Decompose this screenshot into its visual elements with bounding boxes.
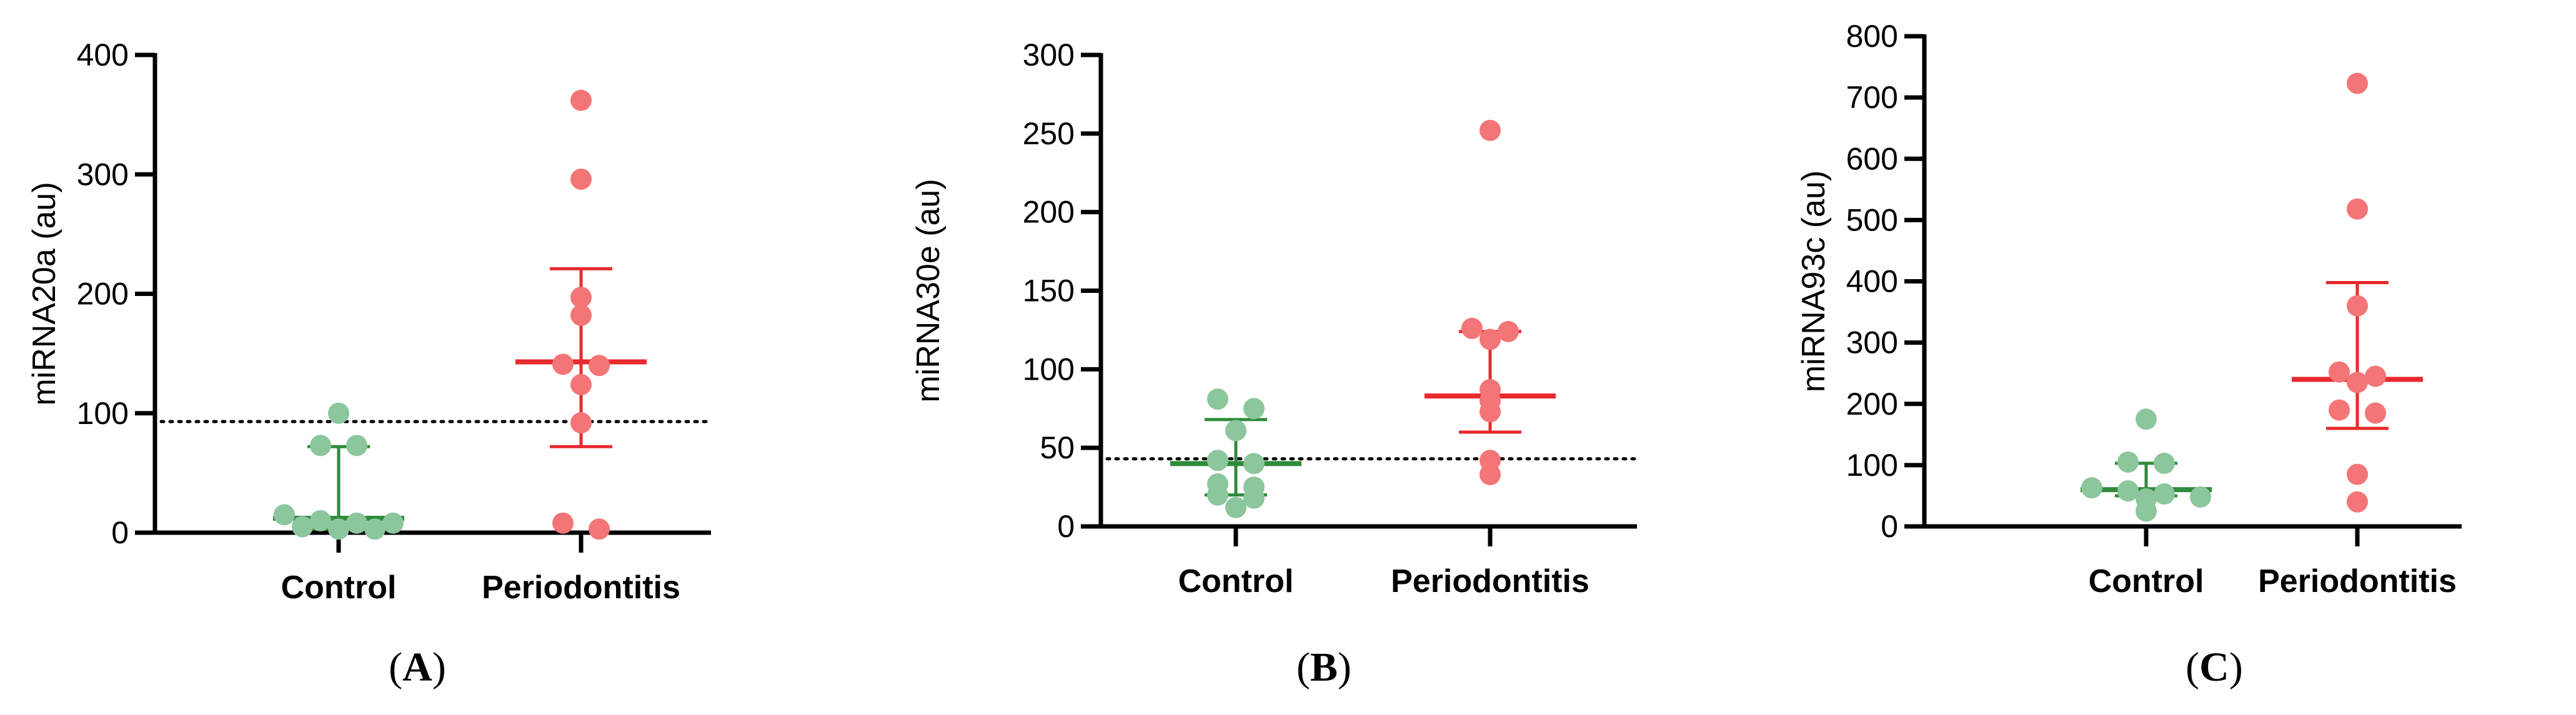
- x-category-label: Control: [281, 570, 397, 606]
- y-tick-label: 400: [1846, 264, 1898, 299]
- data-point: [2117, 451, 2139, 473]
- chart-panel-c: 0 100 200 300 400 500 600 700 800 Control Periodon…: [1796, 19, 2462, 690]
- y-tick-label: 50: [1040, 430, 1075, 465]
- data-point: [2154, 483, 2175, 505]
- y-tick-label: 100: [1023, 352, 1075, 387]
- data-point: [1207, 450, 1228, 471]
- data-point: [570, 412, 592, 434]
- y-axis-title: miRNA93c (au): [1796, 170, 1832, 392]
- data-point: [1225, 496, 1246, 518]
- data-point: [364, 518, 385, 540]
- data-point: [292, 516, 313, 538]
- y-tick-label: 250: [1023, 116, 1075, 151]
- data-point: [1243, 398, 1265, 420]
- data-point: [1207, 388, 1228, 410]
- data-point: [2190, 486, 2211, 508]
- data-point: [1243, 453, 1265, 475]
- data-point: [552, 353, 574, 375]
- x-category-label: Control: [2089, 563, 2204, 599]
- data-point: [328, 518, 349, 540]
- data-point: [2347, 491, 2368, 513]
- data-point: [2329, 399, 2350, 421]
- data-point: [382, 512, 404, 534]
- data-point: [570, 168, 592, 190]
- data-point: [2081, 477, 2102, 499]
- x-category-label: Periodontitis: [482, 570, 680, 606]
- y-tick-label: 150: [1023, 274, 1075, 308]
- chart-panel-b: 0 50 100 150 200 250 300 Control Periodontitis mi…: [910, 37, 1639, 690]
- data-point: [552, 512, 574, 534]
- y-tick-label: 800: [1846, 19, 1898, 54]
- y-tick-label: 700: [1846, 80, 1898, 115]
- data-point: [570, 304, 592, 326]
- data-point: [2136, 500, 2157, 522]
- data-point: [274, 504, 295, 526]
- data-point: [2347, 463, 2368, 485]
- data-point: [1243, 487, 1265, 509]
- data-point: [2347, 72, 2368, 94]
- data-point: [2329, 361, 2350, 383]
- y-tick-label: 300: [1846, 325, 1898, 360]
- x-category-label: Control: [1178, 563, 1294, 599]
- y-tick-label: 200: [1846, 387, 1898, 422]
- data-point: [2365, 402, 2386, 424]
- data-point: [1498, 320, 1519, 342]
- y-tick-label: 0: [1881, 509, 1898, 544]
- panel-letter: A: [402, 644, 432, 690]
- y-tick-label: 300: [1023, 37, 1075, 72]
- y-tick-label: 0: [1057, 509, 1075, 544]
- data-point: [1479, 463, 1501, 485]
- data-point: [2117, 480, 2139, 502]
- data-point: [1461, 317, 1483, 339]
- panel-label: (A): [389, 644, 446, 690]
- data-point: [1479, 328, 1501, 350]
- panel-label: (B): [1296, 644, 1351, 690]
- y-tick-label: 100: [77, 396, 129, 431]
- data-point: [2154, 452, 2175, 474]
- data-point: [1479, 119, 1501, 141]
- chart-panel-a: 0 100 200 300 400 Control Periodontitis miRNA20…: [26, 37, 713, 690]
- data-point: [1207, 484, 1228, 506]
- data-point: [570, 287, 592, 308]
- y-tick-label: 100: [1846, 448, 1898, 483]
- panel-letter: B: [1310, 644, 1338, 690]
- data-point: [1479, 401, 1501, 423]
- data-point: [310, 510, 331, 531]
- y-axis-title: miRNA30e (au): [910, 179, 947, 402]
- panel-label: (C): [2186, 644, 2243, 690]
- data-point: [1225, 420, 1246, 441]
- data-point: [2365, 365, 2386, 387]
- data-point: [2347, 372, 2368, 393]
- x-category-label: Periodontitis: [2258, 563, 2457, 599]
- y-axis-title: miRNA20a (au): [26, 182, 62, 405]
- panel-letter: C: [2199, 644, 2229, 690]
- y-tick-label: 400: [77, 37, 129, 72]
- data-point: [346, 512, 367, 534]
- data-point: [346, 435, 367, 456]
- y-tick-label: 300: [77, 157, 129, 192]
- data-point: [328, 402, 349, 424]
- data-point: [589, 518, 610, 540]
- data-point: [2347, 295, 2368, 317]
- y-tick-label: 0: [111, 515, 129, 550]
- data-point: [570, 373, 592, 395]
- data-point: [310, 435, 331, 456]
- y-tick-label: 200: [77, 277, 129, 312]
- y-tick-label: 200: [1023, 195, 1075, 230]
- data-point: [2136, 408, 2157, 430]
- y-tick-label: 600: [1846, 141, 1898, 176]
- x-category-label: Periodontitis: [1391, 563, 1589, 599]
- y-tick-label: 500: [1846, 202, 1898, 237]
- data-point: [570, 89, 592, 111]
- data-point: [589, 355, 610, 377]
- data-point: [2347, 198, 2368, 220]
